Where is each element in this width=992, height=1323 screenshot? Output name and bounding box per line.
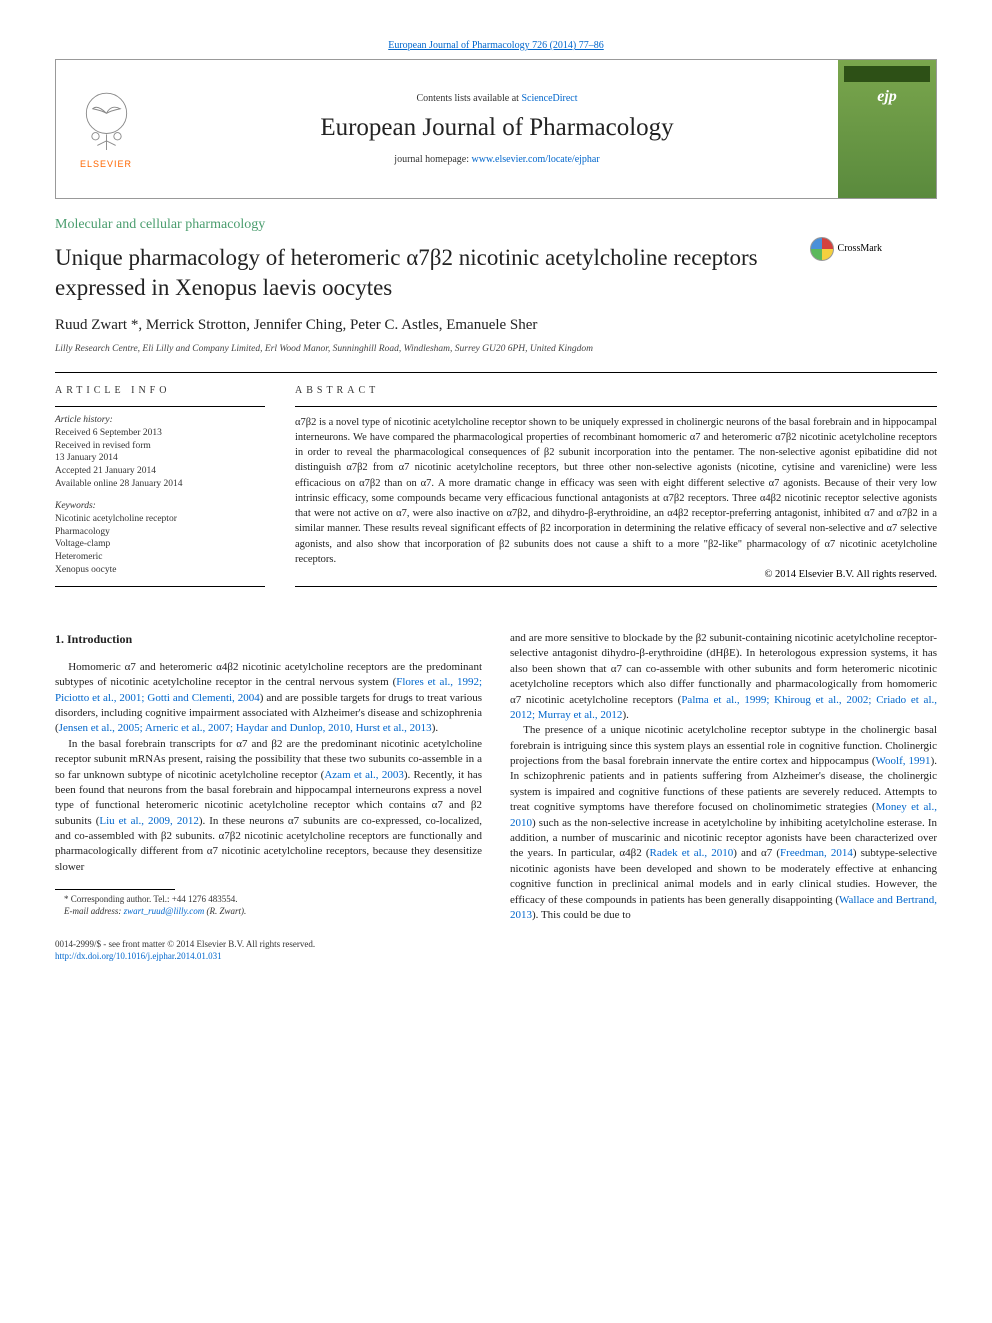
keyword: Nicotinic acetylcholine receptor bbox=[55, 513, 265, 526]
header-center: Contents lists available at ScienceDirec… bbox=[156, 60, 838, 198]
issn-line: 0014-2999/$ - see front matter © 2014 El… bbox=[55, 939, 937, 951]
section-label: Molecular and cellular pharmacology bbox=[55, 217, 937, 233]
sciencedirect-link[interactable]: ScienceDirect bbox=[521, 93, 577, 104]
history-line: Available online 28 January 2014 bbox=[55, 478, 265, 491]
body-paragraph: The presence of a unique nicotinic acety… bbox=[510, 723, 937, 923]
body-columns: 1. Introduction Homomeric α7 and heterom… bbox=[55, 631, 937, 923]
abstract-column: abstract α7β2 is a novel type of nicotin… bbox=[295, 385, 937, 580]
elsevier-tree-icon bbox=[79, 90, 134, 155]
body-paragraph: In the basal forebrain transcripts for α… bbox=[55, 737, 482, 876]
contents-available: Contents lists available at ScienceDirec… bbox=[416, 93, 577, 104]
cover-ejp-text: ejp bbox=[877, 88, 897, 106]
authors-list: Ruud Zwart *, Merrick Strotton, Jennifer… bbox=[55, 317, 537, 333]
history-line: Received in revised form bbox=[55, 440, 265, 453]
journal-header: ELSEVIER Contents lists available at Sci… bbox=[55, 59, 937, 199]
authors: Ruud Zwart *, Merrick Strotton, Jennifer… bbox=[55, 317, 937, 334]
homepage-link[interactable]: www.elsevier.com/locate/ejphar bbox=[472, 154, 600, 165]
citation-link[interactable]: Woolf, 1991 bbox=[876, 755, 931, 767]
history-line: Received 6 September 2013 bbox=[55, 427, 265, 440]
journal-cover-thumb: ejp bbox=[838, 60, 936, 198]
crossmark-label: CrossMark bbox=[838, 243, 882, 254]
keyword: Voltage-clamp bbox=[55, 538, 265, 551]
journal-name: European Journal of Pharmacology bbox=[320, 114, 673, 142]
history-line: 13 January 2014 bbox=[55, 452, 265, 465]
keyword: Heteromeric bbox=[55, 551, 265, 564]
abstract-heading: abstract bbox=[295, 385, 937, 396]
rule bbox=[295, 406, 937, 407]
abstract-copyright: © 2014 Elsevier B.V. All rights reserved… bbox=[295, 569, 937, 580]
history-line: Accepted 21 January 2014 bbox=[55, 465, 265, 478]
history-label: Article history: bbox=[55, 415, 265, 425]
citation-link[interactable]: Liu et al., 2009, 2012 bbox=[99, 815, 198, 827]
keywords-label: Keywords: bbox=[55, 501, 265, 511]
homepage-line: journal homepage: www.elsevier.com/locat… bbox=[394, 154, 599, 165]
article-info-heading: article info bbox=[55, 385, 265, 396]
body-paragraph: and are more sensitive to blockade by th… bbox=[510, 631, 937, 723]
citation-link[interactable]: Azam et al., 2003 bbox=[324, 769, 403, 781]
citation-link[interactable]: Freedman, 2014 bbox=[780, 847, 853, 859]
rule bbox=[55, 586, 265, 587]
keyword: Pharmacology bbox=[55, 526, 265, 539]
keyword: Xenopus oocyte bbox=[55, 564, 265, 577]
crossmark-icon bbox=[810, 237, 834, 261]
elsevier-label: ELSEVIER bbox=[80, 159, 132, 169]
rule bbox=[55, 406, 265, 407]
rule bbox=[55, 372, 937, 373]
intro-heading: 1. Introduction bbox=[55, 631, 482, 648]
elsevier-logo: ELSEVIER bbox=[56, 60, 156, 198]
footer-block: 0014-2999/$ - see front matter © 2014 El… bbox=[55, 939, 937, 962]
article-title: Unique pharmacology of heteromeric α7β2 … bbox=[55, 243, 937, 303]
corresponding-author-note: * Corresponding author. Tel.: +44 1276 4… bbox=[55, 894, 482, 906]
footnote-rule bbox=[55, 889, 175, 890]
doi-link[interactable]: http://dx.doi.org/10.1016/j.ejphar.2014.… bbox=[55, 951, 222, 961]
email-link[interactable]: zwart_ruud@lilly.com bbox=[124, 906, 205, 916]
homepage-prefix: journal homepage: bbox=[394, 154, 471, 165]
rule bbox=[295, 586, 937, 587]
affiliation: Lilly Research Centre, Eli Lilly and Com… bbox=[55, 344, 937, 354]
crossmark-badge[interactable]: CrossMark bbox=[810, 237, 882, 261]
article-info-column: article info Article history: Received 6… bbox=[55, 385, 265, 580]
body-paragraph: Homomeric α7 and heteromeric α4β2 nicoti… bbox=[55, 660, 482, 737]
journal-citation[interactable]: European Journal of Pharmacology 726 (20… bbox=[55, 40, 937, 51]
contents-prefix: Contents lists available at bbox=[416, 93, 521, 104]
email-footnote: E-mail address: zwart_ruud@lilly.com (R.… bbox=[55, 906, 482, 918]
citation-link[interactable]: Jensen et al., 2005; Arneric et al., 200… bbox=[59, 722, 432, 734]
citation-link[interactable]: Radek et al., 2010 bbox=[650, 847, 734, 859]
abstract-text: α7β2 is a novel type of nicotinic acetyl… bbox=[295, 415, 937, 567]
